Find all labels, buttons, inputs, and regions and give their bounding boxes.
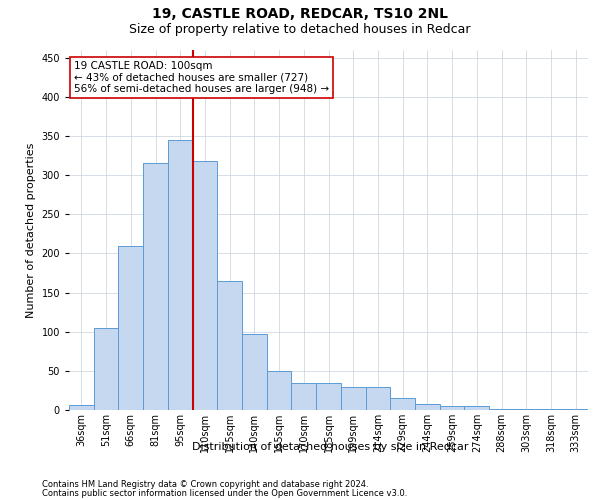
Bar bbox=[440, 406, 464, 410]
Text: Size of property relative to detached houses in Redcar: Size of property relative to detached ho… bbox=[129, 22, 471, 36]
Bar bbox=[539, 409, 563, 410]
Bar bbox=[267, 371, 292, 410]
Y-axis label: Number of detached properties: Number of detached properties bbox=[26, 142, 36, 318]
Bar bbox=[242, 334, 267, 410]
Bar bbox=[118, 246, 143, 410]
Bar bbox=[415, 404, 440, 410]
Text: 19, CASTLE ROAD, REDCAR, TS10 2NL: 19, CASTLE ROAD, REDCAR, TS10 2NL bbox=[152, 8, 448, 22]
Bar bbox=[193, 161, 217, 410]
Bar bbox=[390, 398, 415, 410]
Bar bbox=[365, 386, 390, 410]
Text: Distribution of detached houses by size in Redcar: Distribution of detached houses by size … bbox=[192, 442, 468, 452]
Bar bbox=[292, 382, 316, 410]
Bar bbox=[563, 409, 588, 410]
Bar bbox=[316, 382, 341, 410]
Bar bbox=[464, 406, 489, 410]
Bar bbox=[168, 140, 193, 410]
Text: 19 CASTLE ROAD: 100sqm
← 43% of detached houses are smaller (727)
56% of semi-de: 19 CASTLE ROAD: 100sqm ← 43% of detached… bbox=[74, 61, 329, 94]
Text: Contains public sector information licensed under the Open Government Licence v3: Contains public sector information licen… bbox=[42, 489, 407, 498]
Bar bbox=[514, 409, 539, 410]
Text: Contains HM Land Registry data © Crown copyright and database right 2024.: Contains HM Land Registry data © Crown c… bbox=[42, 480, 368, 489]
Bar bbox=[69, 404, 94, 410]
Bar bbox=[341, 386, 365, 410]
Bar bbox=[217, 281, 242, 410]
Bar bbox=[94, 328, 118, 410]
Bar bbox=[143, 164, 168, 410]
Bar bbox=[489, 409, 514, 410]
